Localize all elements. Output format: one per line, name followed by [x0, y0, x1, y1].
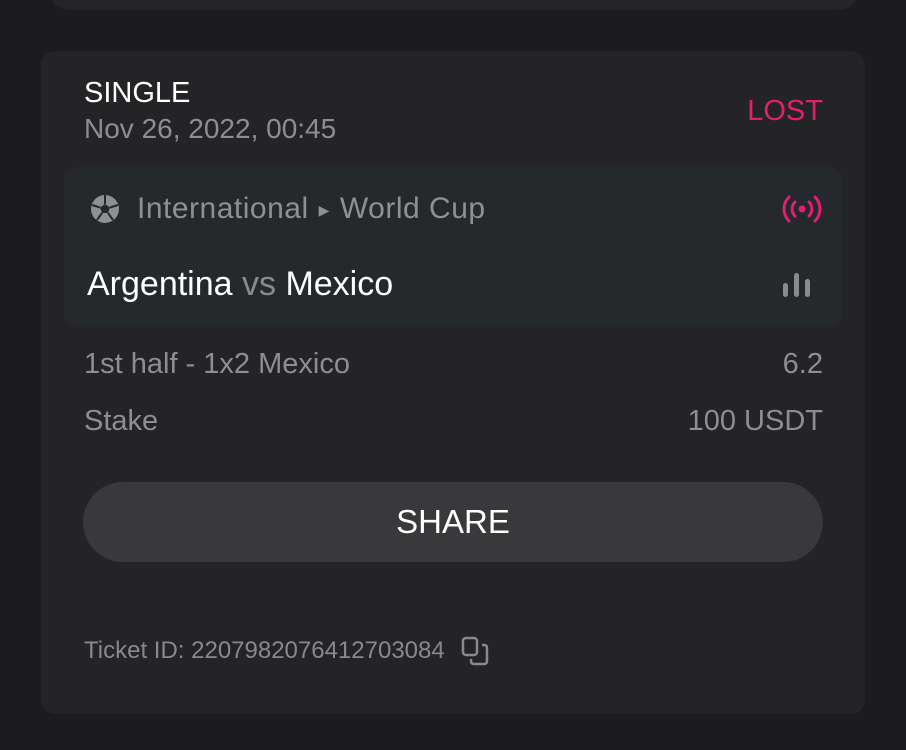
- previous-bet-card: [48, 0, 860, 10]
- odds-value: 6.2: [782, 348, 823, 380]
- stake-value: 100 USDT: [687, 405, 823, 437]
- match-teams: Argentina vs Mexico: [87, 265, 393, 304]
- league-label: World Cup: [339, 192, 486, 225]
- bet-date: Nov 26, 2022, 00:45: [84, 113, 337, 144]
- ticket-id-row: Ticket ID: 2207982076412703084: [84, 636, 489, 666]
- share-button[interactable]: SHARE: [83, 482, 823, 562]
- copy-icon[interactable]: [461, 636, 489, 666]
- league-breadcrumb: International ▶ World Cup: [137, 192, 486, 226]
- breadcrumb-arrow-icon: ▶: [318, 201, 330, 218]
- home-team: Argentina: [87, 265, 233, 303]
- bet-card: SINGLE Nov 26, 2022, 00:45 LOST Internat…: [41, 51, 865, 714]
- selection-label: 1st half - 1x2 Mexico: [84, 348, 350, 380]
- category-label: International: [137, 192, 309, 225]
- vs-label: vs: [242, 265, 276, 303]
- away-team: Mexico: [285, 265, 394, 303]
- stake-row: Stake 100 USDT: [84, 405, 823, 438]
- ticket-id: Ticket ID: 2207982076412703084: [84, 637, 445, 664]
- selection-row: 1st half - 1x2 Mexico 6.2: [84, 348, 823, 381]
- soccer-ball-icon: [91, 195, 119, 223]
- stake-label: Stake: [84, 405, 159, 437]
- live-broadcast-icon: [782, 195, 822, 223]
- event-panel[interactable]: International ▶ World Cup Argentina vs Mex…: [64, 167, 842, 327]
- status-badge: LOST: [747, 95, 823, 127]
- bar-chart-icon[interactable]: [780, 271, 814, 299]
- bet-type: SINGLE: [84, 77, 191, 109]
